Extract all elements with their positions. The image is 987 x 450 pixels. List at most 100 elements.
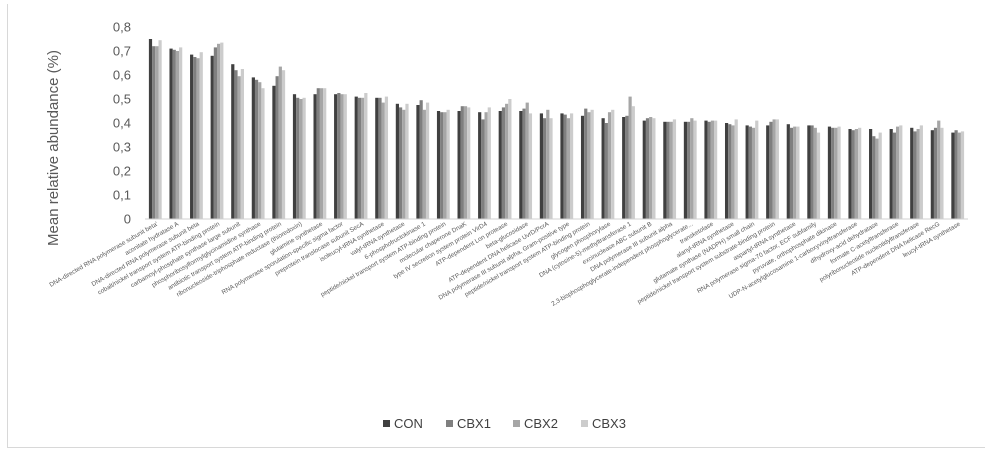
- bar-cbx2: [340, 94, 344, 219]
- bar-con: [457, 111, 461, 219]
- y-tick-label: 0,5: [113, 92, 131, 107]
- bar-con: [539, 113, 544, 219]
- bar-cbx3: [775, 119, 779, 219]
- bar-cbx3: [960, 131, 965, 219]
- bar-cbx3: [528, 113, 533, 219]
- bar-cbx2: [937, 120, 941, 219]
- legend: CON CBX1 CBX2 CBX3: [383, 416, 626, 431]
- bar-cbx2: [793, 126, 797, 219]
- bar-cbx1: [213, 47, 218, 220]
- bar-cbx2: [505, 103, 509, 219]
- bar-cbx3: [549, 118, 553, 219]
- bar-con: [478, 112, 482, 219]
- bar-cbx3: [816, 132, 821, 219]
- bar-con: [910, 127, 914, 219]
- bar-cbx1: [460, 106, 464, 219]
- bar-cbx1: [625, 115, 629, 219]
- y-tick-label: 0,8: [113, 20, 131, 35]
- bar-con: [807, 125, 811, 219]
- bar-cbx3: [405, 103, 409, 219]
- bar-con: [210, 55, 214, 219]
- bar-cbx1: [563, 114, 567, 219]
- bar-cbx2: [669, 121, 673, 219]
- bar-cbx1: [378, 97, 382, 219]
- bar-cbx1: [357, 97, 362, 219]
- bar-con: [231, 64, 235, 219]
- y-tick-label: 0,1: [113, 188, 131, 203]
- bar-cbx3: [899, 125, 903, 219]
- legend-label: CON: [394, 416, 423, 431]
- bar-cbx1: [892, 132, 896, 219]
- bar-con: [251, 77, 255, 220]
- bar-con: [560, 113, 564, 219]
- bar-con: [704, 120, 708, 219]
- bar-cbx3: [796, 126, 800, 219]
- bar-cbx3: [467, 107, 471, 219]
- bar-cbx2: [175, 51, 180, 219]
- bar-cbx1: [789, 127, 794, 219]
- bar-cbx2: [731, 125, 735, 219]
- bar-con: [622, 117, 626, 219]
- legend-label: CBX3: [592, 416, 626, 431]
- bar-cbx2: [710, 120, 715, 219]
- bar-cbx3: [631, 106, 635, 219]
- bar-con: [724, 123, 729, 219]
- bar-con: [313, 94, 317, 219]
- bar-cbx1: [872, 136, 876, 219]
- bar-cbx3: [652, 118, 656, 219]
- bar-cbx3: [384, 96, 389, 219]
- bar-cbx2: [957, 132, 961, 219]
- chart-frame: [7, 4, 985, 448]
- bar-cbx1: [851, 130, 855, 219]
- bar-cbx2: [895, 126, 900, 219]
- bar-cbx2: [258, 82, 262, 219]
- bar-cbx3: [672, 119, 677, 219]
- bar-cbx2: [916, 129, 920, 219]
- bar-cbx3: [199, 52, 203, 220]
- bar-cbx3: [837, 126, 841, 219]
- bar-cbx1: [769, 121, 773, 219]
- x-axis-labels: DNA-directed RNA polymerase subunit beta…: [48, 220, 962, 308]
- bar-cbx1: [481, 119, 485, 219]
- bar-cbx3: [590, 109, 594, 219]
- bar-con: [601, 118, 605, 219]
- bar-cbx1: [337, 93, 341, 219]
- bar-cbx2: [607, 112, 612, 219]
- bar-cbx2: [422, 109, 426, 219]
- bar-cbx2: [854, 129, 859, 219]
- bar-cbx2: [690, 118, 694, 219]
- bar-cbx3: [714, 120, 718, 219]
- bar-cbx2: [525, 102, 529, 219]
- bar-con: [683, 121, 688, 219]
- bars: [148, 39, 965, 220]
- bar-cbx2: [299, 99, 303, 219]
- bar-cbx2: [587, 112, 591, 219]
- bar-cbx1: [419, 100, 423, 219]
- legend-label: CBX1: [457, 416, 491, 431]
- y-axis-label: Mean relative abundance (%): [45, 50, 62, 246]
- y-axis: 0 0,1 0,2 0,3 0,4 0,5 0,6 0,7 0,8: [113, 20, 131, 227]
- bar-cbx3: [281, 70, 286, 219]
- bar-cbx2: [484, 112, 488, 219]
- bar-cbx1: [954, 130, 958, 219]
- bar-cbx3: [425, 102, 430, 219]
- bar-cbx3: [611, 109, 615, 219]
- bar-con: [930, 130, 934, 219]
- y-tick-label: 0,2: [113, 164, 131, 179]
- bar-cbx2: [875, 138, 879, 219]
- bar-cbx3: [878, 132, 882, 219]
- bar-cbx1: [152, 46, 156, 220]
- legend-swatch: [581, 420, 588, 427]
- bar-cbx1: [728, 124, 732, 219]
- bar-cbx3: [261, 88, 265, 219]
- bar-cbx3: [693, 120, 697, 219]
- bar-cbx1: [522, 108, 526, 219]
- bar-con: [190, 54, 194, 219]
- bar-cbx1: [604, 123, 608, 219]
- bar-cbx1: [296, 97, 300, 219]
- bar-cbx2: [566, 118, 570, 219]
- bar-cbx1: [748, 126, 752, 219]
- bar-cbx3: [755, 120, 759, 219]
- bar-con: [580, 115, 585, 219]
